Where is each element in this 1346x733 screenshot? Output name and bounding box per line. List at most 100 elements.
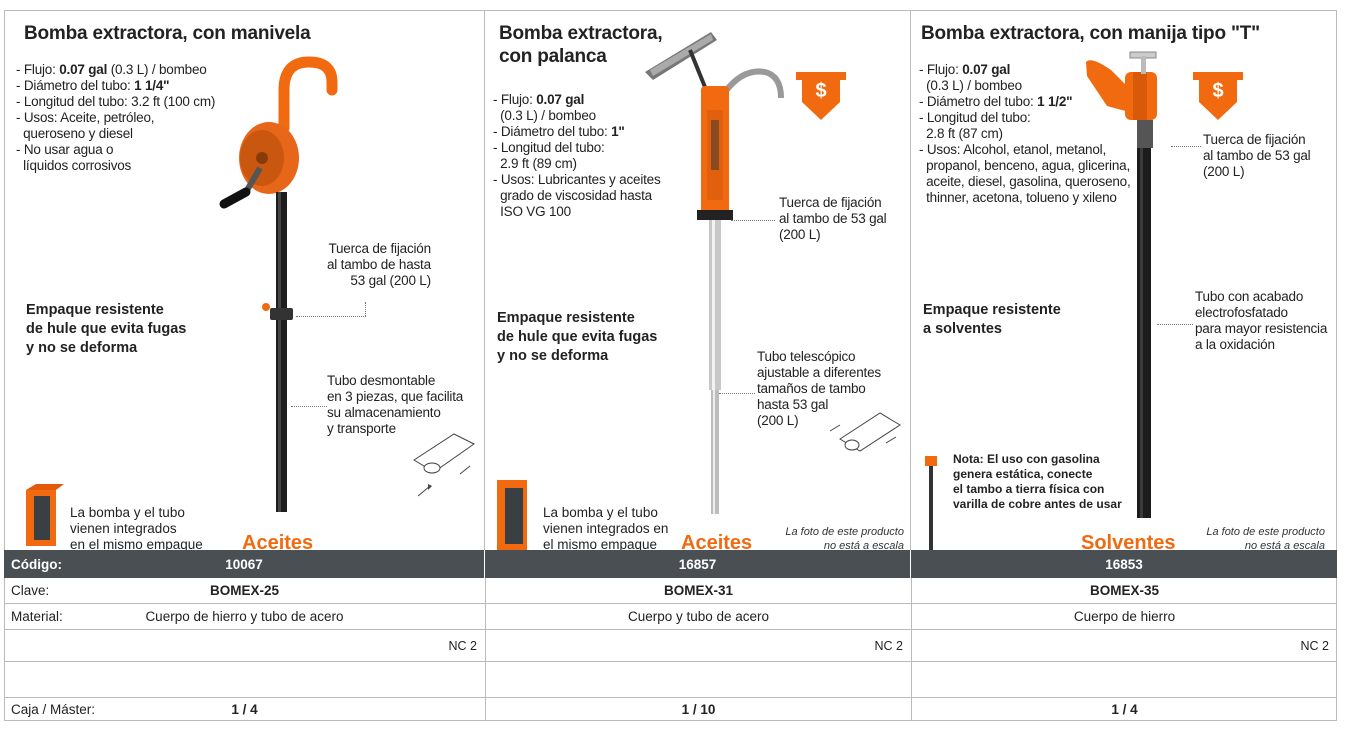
table-row-clave: Clave: BOMEX-25 BOMEX-31 BOMEX-35 bbox=[4, 578, 1337, 604]
scale-line: La foto de este producto bbox=[1206, 526, 1325, 538]
spec-line: propanol, benceno, agua, glicerina, bbox=[919, 158, 1131, 173]
package-note: La bomba y el tubo vienen integrados en el… bbox=[543, 505, 668, 550]
callout-line bbox=[291, 406, 327, 407]
codigo-value: 16857 bbox=[678, 556, 717, 572]
spec-line: - Longitud del tubo: 3.2 ft (100 cm) bbox=[16, 94, 216, 109]
caja-value: 1 / 10 bbox=[681, 702, 716, 717]
codigo-value: 10067 bbox=[225, 556, 263, 572]
seal-line: a solventes bbox=[923, 321, 1002, 337]
spec-line: - Flujo: 0.07 gal bbox=[493, 92, 585, 107]
title-line: Bomba extractora, con manivela bbox=[24, 23, 311, 44]
callout-line: Tuerca de fijación bbox=[1203, 132, 1306, 147]
product-title: Bomba extractora, con manivela bbox=[24, 22, 311, 45]
callout-nut: Tuerca de fijación al tambo de 53 gal (200… bbox=[1203, 132, 1311, 180]
callout-line: Tubo desmontable bbox=[327, 373, 436, 388]
spec-line: thinner, acetona, tolueno y xileno bbox=[919, 190, 1117, 205]
product-title: Bomba extractora, con manija tipo "T" bbox=[921, 22, 1260, 45]
product-title: Bomba extractora, con palanca bbox=[499, 22, 663, 68]
note-line: Nota: El uso con gasolina bbox=[953, 452, 1100, 466]
spec-line: grado de viscosidad hasta bbox=[493, 188, 652, 203]
catalog-frame bbox=[4, 10, 1337, 721]
spec-line: - Longitud del tubo: bbox=[493, 140, 605, 155]
callout-line: y transporte bbox=[327, 421, 396, 436]
spec-line: - Longitud del tubo: bbox=[919, 110, 1031, 125]
material-value: Cuerpo y tubo de acero bbox=[627, 609, 770, 624]
package-line: en el mismo empaque bbox=[70, 537, 203, 550]
tube-assembly-icon bbox=[413, 433, 475, 497]
callout-line: a la oxidación bbox=[1195, 337, 1275, 352]
package-box bbox=[26, 484, 64, 546]
scale-note: La foto de este producto no está a escala bbox=[785, 525, 904, 550]
product-panel-2: Bomba extractora, con palanca $ - Flujo: … bbox=[485, 10, 911, 550]
callout-nut: Tuerca de fijación al tambo de 53 gal (200… bbox=[779, 195, 887, 243]
seal-line: Empaque resistente bbox=[497, 310, 635, 326]
price-arrow-icon bbox=[796, 72, 846, 120]
lever-pump bbox=[497, 32, 901, 550]
note-line: el tambo a tierra física con bbox=[953, 482, 1105, 496]
gasoline-note: Nota: El uso con gasolina genera estática… bbox=[953, 452, 1122, 512]
callout-nut: Tuerca de fijación al tambo de hasta 53 ga… bbox=[327, 241, 431, 289]
title-line: Bomba extractora, con manija tipo "T" bbox=[921, 23, 1260, 44]
nc-value: NC 2 bbox=[448, 638, 477, 653]
package-note: La bomba y el tubo vienen integrados en el… bbox=[70, 505, 203, 550]
spec-line: - Flujo: 0.07 gal bbox=[919, 62, 1011, 77]
material-value: Cuerpo de hierro y tubo de acero bbox=[145, 609, 344, 624]
package-box bbox=[925, 456, 937, 550]
material-label: Material: bbox=[11, 609, 63, 624]
callout-line: 53 gal (200 L) bbox=[350, 273, 431, 288]
callout-line: hasta 53 gal bbox=[757, 397, 829, 412]
tube-assembly-icon bbox=[829, 412, 901, 452]
scale-line: La foto de este producto bbox=[785, 526, 904, 538]
caja-label: Caja / Máster: bbox=[11, 702, 96, 717]
callout-tube: Tubo con acabado electrofosfatado para may… bbox=[1195, 289, 1327, 353]
product-panel-3: Bomba extractora, con manija tipo "T" $ … bbox=[911, 10, 1337, 550]
category-label: Aceites bbox=[242, 532, 314, 550]
clave-value: BOMEX-31 bbox=[663, 583, 734, 598]
product-panel-1: Bomba extractora, con manivela - Flujo: … bbox=[4, 10, 485, 550]
callout-line: al tambo de 53 gal bbox=[1203, 148, 1311, 163]
material-value: Cuerpo de hierro bbox=[1073, 609, 1176, 624]
seal-line: Empaque resistente bbox=[26, 302, 164, 318]
nc-value: NC 2 bbox=[1300, 638, 1329, 653]
title-line: Bomba extractora, bbox=[499, 23, 663, 44]
category-label: Aceites bbox=[681, 532, 753, 550]
spec-line: - Diámetro del tubo: 1 1/2" bbox=[919, 94, 1073, 109]
spec-line: - Usos: Lubricantes y aceites bbox=[493, 172, 661, 187]
package-line: vienen integrados en bbox=[543, 521, 669, 536]
nc-value: NC 2 bbox=[874, 638, 903, 653]
spec-line: - Usos: Aceite, petróleo, bbox=[16, 110, 155, 125]
spec-line: (0.3 L) / bombeo bbox=[919, 78, 1022, 93]
spec-line: - Usos: Alcohol, etanol, metanol, bbox=[919, 142, 1107, 157]
spec-line: (0.3 L) / bombeo bbox=[493, 108, 596, 123]
category-label: Solventes bbox=[1081, 532, 1176, 550]
callout-line: su almacenamiento bbox=[327, 405, 441, 420]
scale-note: La foto de este producto no está a escala bbox=[1206, 525, 1325, 550]
callout-line: (200 L) bbox=[757, 413, 799, 428]
callout-line: Tubo con acabado bbox=[1195, 289, 1304, 304]
caja-value: 1 / 4 bbox=[231, 702, 258, 717]
seal-line: Empaque resistente bbox=[923, 302, 1061, 318]
clave-value: BOMEX-25 bbox=[209, 583, 280, 598]
price-symbol: $ bbox=[1212, 80, 1224, 102]
caja-value: 1 / 4 bbox=[1111, 702, 1138, 717]
table-row-caja: Caja / Máster: 1 / 4 1 / 10 1 / 4 bbox=[4, 698, 1337, 721]
spec-line: 2.8 ft (87 cm) bbox=[919, 126, 1003, 141]
callout-line: Tuerca de fijación bbox=[779, 195, 882, 210]
callout-tube: Tubo desmontable en 3 piezas, que facilit… bbox=[327, 373, 463, 437]
package-line: el mismo empaque bbox=[543, 537, 658, 550]
product-specs: - Flujo: 0.07 gal (0.3 L) / bombeo - Diám… bbox=[919, 62, 1131, 206]
package-line: La bomba y el tubo bbox=[543, 505, 658, 520]
note-line: genera estática, conecte bbox=[953, 467, 1093, 481]
price-symbol: $ bbox=[815, 80, 827, 102]
spec-line: líquidos corrosivos bbox=[16, 158, 132, 173]
seal-feature: Empaque resistente de hule que evita fuga… bbox=[497, 309, 657, 366]
callout-line bbox=[296, 316, 366, 317]
callout-line: al tambo de hasta bbox=[327, 257, 431, 272]
seal-line: de hule que evita fugas bbox=[26, 321, 187, 337]
product-specs: - Flujo: 0.07 gal (0.3 L) / bombeo - Diám… bbox=[493, 92, 661, 220]
package-box bbox=[497, 480, 527, 550]
callout-line: (200 L) bbox=[1203, 164, 1245, 179]
table-row-empty bbox=[4, 662, 1337, 698]
scale-line: no está a escala bbox=[823, 540, 904, 550]
clave-label: Clave: bbox=[11, 583, 50, 598]
